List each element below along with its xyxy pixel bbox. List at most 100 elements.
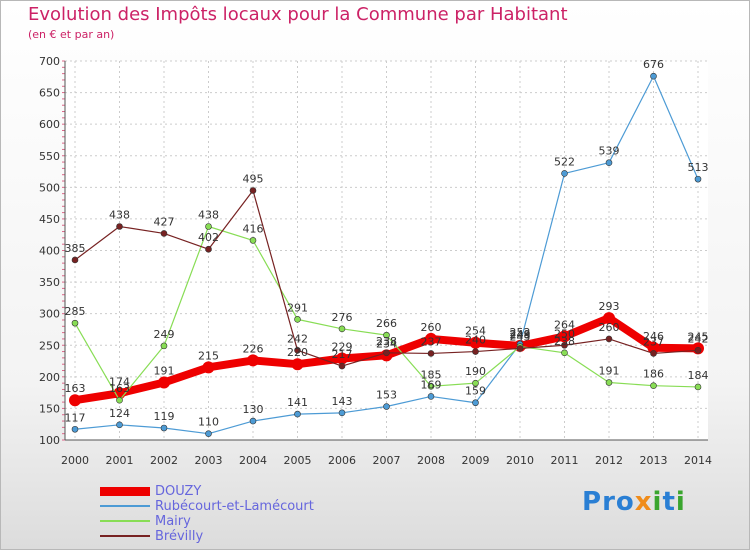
data-point — [427, 350, 435, 357]
data-label: 438 — [109, 208, 130, 221]
data-label: 229 — [332, 341, 353, 354]
logo-letter: x — [634, 487, 653, 517]
data-point — [71, 256, 79, 264]
x-tick-label: 2001 — [106, 454, 134, 467]
x-tick-label: 2002 — [150, 454, 178, 467]
x-tick-label: 2005 — [284, 454, 312, 467]
y-tick-label: 450 — [39, 213, 60, 226]
x-tick-label: 2012 — [595, 454, 623, 467]
data-label: 250 — [554, 327, 575, 340]
legend-swatch — [100, 505, 150, 507]
data-label: 427 — [154, 215, 175, 228]
data-point — [603, 312, 615, 325]
data-label: 385 — [65, 242, 86, 255]
y-tick-label: 650 — [39, 87, 60, 100]
data-label: 124 — [109, 407, 130, 420]
data-point — [338, 362, 346, 370]
data-point — [205, 223, 212, 230]
data-label: 234 — [376, 337, 397, 350]
data-point — [69, 394, 81, 407]
data-label: 266 — [376, 317, 397, 330]
data-point — [158, 376, 170, 389]
y-tick-label: 250 — [39, 339, 60, 352]
x-tick-label: 2010 — [506, 454, 534, 467]
data-point — [294, 316, 301, 323]
data-point — [383, 331, 390, 339]
data-label: 260 — [421, 321, 442, 334]
data-label: 513 — [688, 161, 709, 174]
x-tick-label: 2009 — [462, 454, 490, 467]
data-point — [694, 175, 702, 183]
data-label: 153 — [376, 389, 397, 402]
data-label: 191 — [599, 365, 620, 378]
y-tick-label: 300 — [39, 308, 60, 321]
data-label: 119 — [154, 410, 175, 423]
data-point — [247, 354, 259, 367]
logo-letter: o — [615, 487, 635, 517]
data-label: 130 — [243, 403, 264, 416]
data-point — [605, 335, 613, 343]
y-tick-label: 400 — [39, 245, 60, 258]
y-tick-label: 150 — [39, 402, 60, 415]
data-label: 495 — [243, 172, 264, 185]
data-label: 215 — [198, 349, 219, 362]
data-label: 186 — [643, 368, 664, 381]
y-tick-label: 600 — [39, 118, 60, 131]
data-label: 260 — [599, 321, 620, 334]
x-tick-label: 2011 — [551, 454, 579, 467]
logo-letter: i — [675, 487, 686, 517]
data-label: 163 — [65, 382, 86, 395]
data-point — [383, 349, 390, 357]
x-tick-label: 2000 — [61, 454, 89, 467]
data-point — [650, 350, 657, 357]
x-tick-label: 2013 — [640, 454, 668, 467]
data-label: 240 — [465, 334, 486, 347]
logo-letter: P — [582, 487, 603, 517]
data-label: 237 — [643, 335, 664, 348]
data-point — [650, 72, 657, 80]
data-point — [694, 383, 702, 391]
data-label: 220 — [287, 346, 308, 359]
data-label: 163 — [109, 382, 130, 395]
proxiti-logo: Proxiti — [582, 487, 686, 517]
x-tick-label: 2008 — [417, 454, 445, 467]
legend-swatch — [100, 487, 150, 496]
data-point — [338, 409, 346, 417]
data-point — [205, 430, 212, 437]
data-label: 185 — [421, 368, 442, 381]
legend-swatch — [100, 520, 150, 522]
data-label: 141 — [287, 396, 308, 409]
x-tick-label: 2006 — [328, 454, 356, 467]
data-point — [650, 382, 657, 389]
x-tick-label: 2007 — [373, 454, 401, 467]
data-point — [383, 403, 390, 410]
data-label: 254 — [465, 325, 486, 338]
data-point — [561, 349, 568, 357]
data-point — [338, 325, 346, 333]
data-point — [291, 358, 304, 371]
data-label: 676 — [643, 58, 664, 71]
data-label: 242 — [688, 332, 709, 345]
y-tick-label: 700 — [39, 55, 60, 68]
y-tick-label: 550 — [39, 150, 60, 163]
y-tick-label: 350 — [39, 276, 60, 289]
data-label: 249 — [154, 328, 175, 341]
data-point — [561, 170, 568, 177]
data-point — [116, 396, 123, 404]
data-point — [472, 379, 479, 387]
data-label: 238 — [554, 335, 575, 348]
logo-letter: i — [652, 487, 663, 517]
logo-letter: r — [602, 487, 616, 517]
data-label: 159 — [465, 385, 486, 398]
y-tick-label: 500 — [39, 181, 60, 194]
data-point — [160, 230, 168, 237]
x-tick-label: 2004 — [239, 454, 267, 467]
data-point — [336, 352, 348, 365]
data-label: 264 — [554, 318, 575, 331]
data-point — [294, 347, 301, 354]
logo-letter: t — [662, 487, 676, 517]
data-label: 238 — [376, 335, 397, 348]
data-point — [116, 223, 123, 230]
data-label: 143 — [332, 395, 353, 408]
